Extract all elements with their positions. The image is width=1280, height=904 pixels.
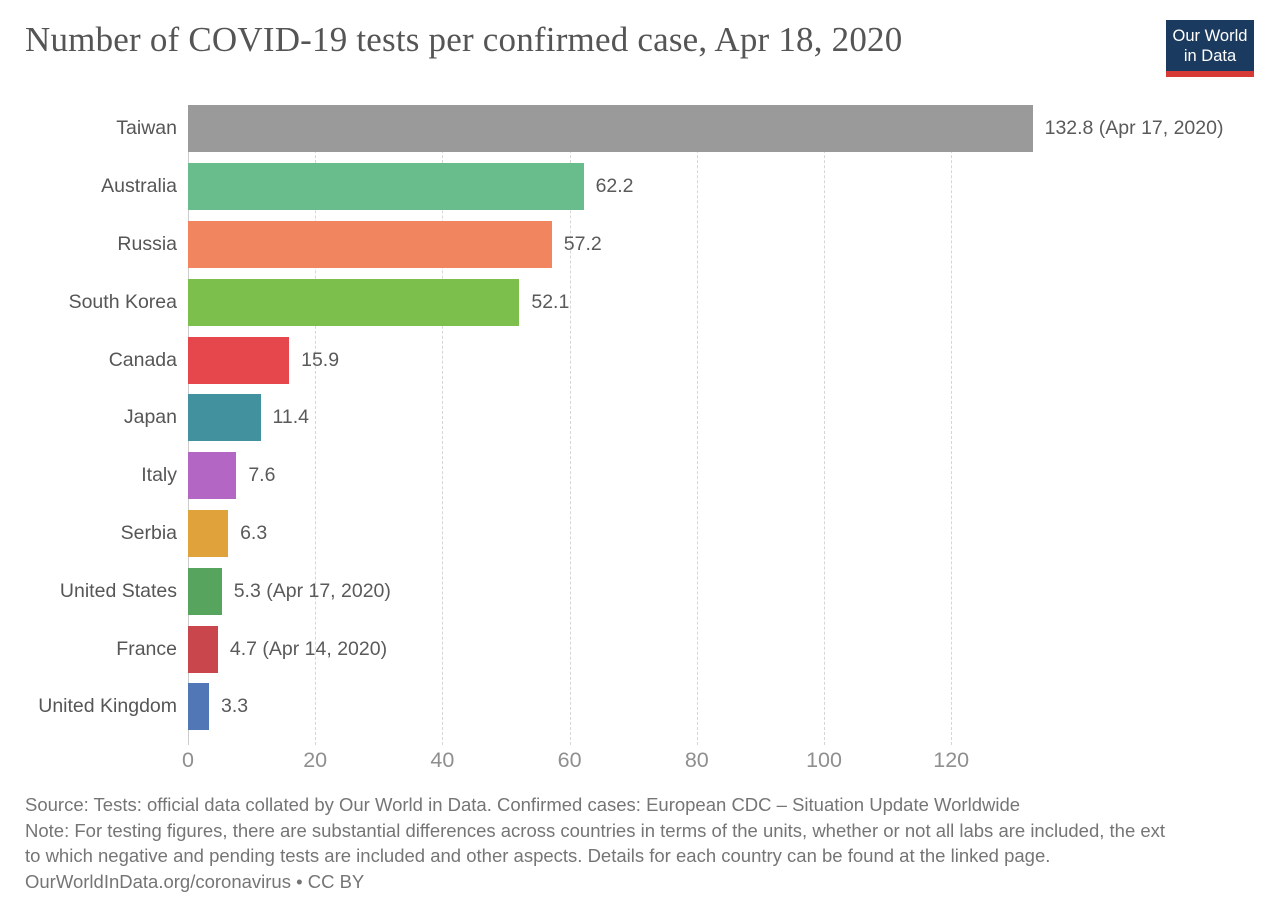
bar-row-canada: Canada 15.9 — [0, 331, 1280, 389]
x-axis-ticks: 0 20 40 60 80 100 120 — [182, 748, 1278, 778]
x-tick-label: 60 — [557, 748, 582, 772]
country-label: Russia — [117, 232, 177, 255]
country-label: Japan — [123, 406, 177, 429]
x-tick-label: 100 — [806, 748, 842, 772]
bar-australia — [188, 163, 584, 211]
owid-logo: Our World in Data — [1166, 20, 1254, 77]
bar-row-south-korea: South Korea 52.1 — [0, 273, 1280, 331]
bar-track: 5.3 (Apr 17, 2020) — [188, 567, 1280, 615]
bar-track: 132.8 (Apr 17, 2020) — [188, 105, 1280, 153]
bar-row-japan: Japan 11.4 — [0, 389, 1280, 447]
bar-japan — [188, 394, 261, 442]
bar-track: 3.3 — [188, 683, 1280, 731]
bar-track: 62.2 — [188, 163, 1280, 211]
value-label: 3.3 — [220, 695, 249, 718]
gridline — [315, 105, 317, 745]
bar-row-united-kingdom: United Kingdom 3.3 — [0, 678, 1280, 736]
owid-logo-line2: in Data — [1183, 46, 1237, 65]
note-line-2: to which negative and pending tests are … — [25, 845, 1051, 867]
x-tick-label: 40 — [430, 748, 455, 772]
value-label: 57.2 — [563, 232, 602, 255]
source-line: Source: Tests: official data collated by… — [25, 794, 1021, 815]
value-label: 4.7 (Apr 14, 2020) — [229, 637, 388, 660]
owid-logo-line1: Our World — [1172, 26, 1248, 45]
bar-row-russia: Russia 57.2 — [0, 216, 1280, 274]
value-label: 5.3 (Apr 17, 2020) — [233, 579, 391, 602]
value-label: 7.6 — [248, 464, 276, 487]
note-line-1: Note: For testing figures, there are sub… — [25, 819, 1166, 841]
bar-track: 52.1 — [188, 278, 1280, 326]
country-label: South Korea — [68, 290, 177, 313]
bar-row-italy: Italy 7.6 — [0, 447, 1280, 505]
gridline — [696, 105, 698, 745]
gridline — [951, 105, 953, 745]
x-tick-label: 20 — [303, 748, 328, 772]
bar-taiwan — [188, 105, 1033, 153]
bar-track: 15.9 — [188, 336, 1280, 384]
country-label: Serbia — [120, 521, 177, 544]
x-tick-label: 120 — [933, 748, 970, 772]
gridline — [824, 105, 825, 745]
country-label: Italy — [141, 464, 177, 487]
bar-chart: Taiwan 132.8 (Apr 17, 2020) Australia 62.2 R… — [0, 100, 1280, 800]
bar-track: 7.6 — [188, 452, 1280, 500]
value-label: 132.8 (Apr 17, 2020) — [1044, 117, 1224, 140]
bar-russia — [188, 220, 552, 268]
credit-line: OurWorldInData.org/coronavirus • CC BY — [25, 870, 365, 892]
value-label: 52.1 — [531, 290, 570, 313]
country-label: United States — [59, 579, 177, 602]
value-label: 6.3 — [240, 521, 268, 544]
chart-title: Number of COVID-19 tests per confirmed c… — [25, 20, 903, 59]
bar-rows: Taiwan 132.8 (Apr 17, 2020) Australia 62.2 R… — [0, 100, 1280, 736]
bar-row-taiwan: Taiwan 132.8 (Apr 17, 2020) — [0, 100, 1280, 158]
bar-south-korea — [188, 278, 520, 326]
bar-united-states — [188, 567, 222, 615]
value-label: 11.4 — [272, 406, 310, 429]
value-label: 15.9 — [301, 348, 340, 371]
bar-serbia — [188, 509, 229, 557]
bar-united-kingdom — [188, 683, 209, 731]
country-label: Canada — [108, 348, 177, 371]
value-label: 62.2 — [595, 175, 634, 198]
gridline — [442, 105, 444, 745]
footer: Source: Tests: official data collated by… — [25, 792, 1280, 894]
bar-track: 4.7 (Apr 14, 2020) — [188, 625, 1280, 673]
x-tick-label: 0 — [182, 748, 194, 772]
country-label: France — [116, 637, 177, 660]
bar-italy — [188, 452, 237, 500]
bar-canada — [188, 336, 290, 384]
bar-track: 6.3 — [188, 509, 1280, 557]
country-label: United Kingdom — [38, 695, 177, 718]
bar-row-serbia: Serbia 6.3 — [0, 505, 1280, 563]
country-label: Australia — [101, 175, 177, 198]
gridline — [569, 105, 571, 745]
bar-track: 57.2 — [188, 220, 1280, 268]
x-tick-label: 80 — [684, 748, 709, 772]
country-label: Taiwan — [116, 117, 177, 140]
bar-france — [188, 625, 218, 673]
bar-track: 11.4 — [188, 394, 1280, 442]
bar-row-united-states: United States 5.3 (Apr 17, 2020) — [0, 562, 1280, 620]
bar-row-australia: Australia 62.2 — [0, 158, 1280, 216]
bar-row-france: France 4.7 (Apr 14, 2020) — [0, 620, 1280, 678]
